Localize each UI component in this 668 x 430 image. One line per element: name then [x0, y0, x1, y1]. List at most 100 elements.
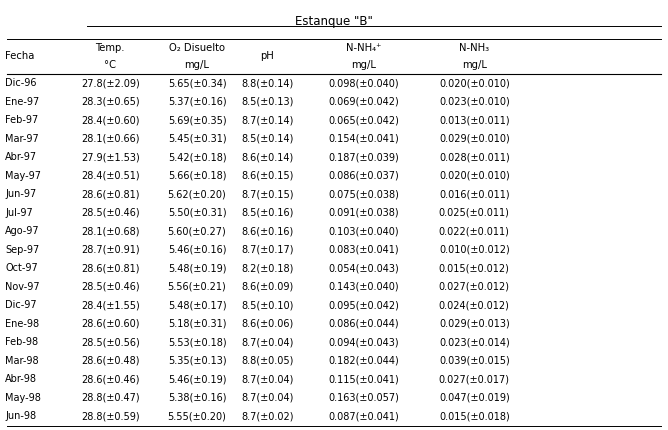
- Text: Abr-98: Abr-98: [5, 375, 37, 384]
- Text: 0.047(±0.019): 0.047(±0.019): [439, 393, 510, 403]
- Text: 0.027(±0.012): 0.027(±0.012): [439, 282, 510, 292]
- Text: 0.086(±0.037): 0.086(±0.037): [329, 171, 399, 181]
- Text: 8.5(±0.13): 8.5(±0.13): [241, 97, 293, 107]
- Text: 5.46(±0.16): 5.46(±0.16): [168, 245, 226, 255]
- Text: 0.015(±0.018): 0.015(±0.018): [439, 412, 510, 421]
- Text: 8.5(±0.10): 8.5(±0.10): [241, 301, 293, 310]
- Text: Nov-97: Nov-97: [5, 282, 40, 292]
- Text: 0.029(±0.010): 0.029(±0.010): [439, 134, 510, 144]
- Text: 28.8(±0.59): 28.8(±0.59): [81, 412, 140, 421]
- Text: 5.18(±0.31): 5.18(±0.31): [168, 319, 226, 329]
- Text: 0.023(±0.014): 0.023(±0.014): [439, 338, 510, 347]
- Text: 8.8(±0.14): 8.8(±0.14): [241, 78, 293, 88]
- Text: 5.55(±0.20): 5.55(±0.20): [168, 412, 226, 421]
- Text: Dic-96: Dic-96: [5, 78, 37, 88]
- Text: 8.7(±0.04): 8.7(±0.04): [241, 393, 293, 403]
- Text: 0.069(±0.042): 0.069(±0.042): [329, 97, 399, 107]
- Text: 5.48(±0.17): 5.48(±0.17): [168, 301, 226, 310]
- Text: Abr-97: Abr-97: [5, 152, 37, 162]
- Text: 8.8(±0.05): 8.8(±0.05): [241, 356, 293, 366]
- Text: 8.6(±0.16): 8.6(±0.16): [241, 226, 293, 237]
- Text: 8.6(±0.06): 8.6(±0.06): [241, 319, 293, 329]
- Text: 0.098(±0.040): 0.098(±0.040): [329, 78, 399, 88]
- Text: 0.025(±0.011): 0.025(±0.011): [439, 208, 510, 218]
- Text: 8.7(±0.15): 8.7(±0.15): [241, 189, 293, 199]
- Text: 8.7(±0.14): 8.7(±0.14): [241, 115, 293, 125]
- Text: 5.66(±0.18): 5.66(±0.18): [168, 171, 226, 181]
- Text: 28.4(±0.51): 28.4(±0.51): [81, 171, 140, 181]
- Text: 0.075(±0.038): 0.075(±0.038): [329, 189, 399, 199]
- Text: 0.154(±0.041): 0.154(±0.041): [329, 134, 399, 144]
- Text: Ene-97: Ene-97: [5, 97, 39, 107]
- Text: Dic-97: Dic-97: [5, 301, 37, 310]
- Text: pH: pH: [261, 51, 274, 61]
- Text: 0.016(±0.011): 0.016(±0.011): [439, 189, 510, 199]
- Text: 0.022(±0.011): 0.022(±0.011): [439, 226, 510, 237]
- Text: mg/L: mg/L: [351, 60, 377, 70]
- Text: 8.6(±0.15): 8.6(±0.15): [241, 171, 293, 181]
- Text: 5.42(±0.18): 5.42(±0.18): [168, 152, 226, 162]
- Text: 28.4(±1.55): 28.4(±1.55): [81, 301, 140, 310]
- Text: mg/L: mg/L: [462, 60, 487, 70]
- Text: 5.48(±0.19): 5.48(±0.19): [168, 263, 226, 273]
- Text: 0.029(±0.013): 0.029(±0.013): [439, 319, 510, 329]
- Text: °C: °C: [104, 60, 116, 70]
- Text: 0.020(±0.010): 0.020(±0.010): [439, 78, 510, 88]
- Text: 0.182(±0.044): 0.182(±0.044): [329, 356, 399, 366]
- Text: 28.6(±0.48): 28.6(±0.48): [81, 356, 140, 366]
- Text: mg/L: mg/L: [184, 60, 210, 70]
- Text: 0.103(±0.040): 0.103(±0.040): [329, 226, 399, 237]
- Text: 0.163(±0.057): 0.163(±0.057): [329, 393, 399, 403]
- Text: 5.37(±0.16): 5.37(±0.16): [168, 97, 226, 107]
- Text: Mar-97: Mar-97: [5, 134, 39, 144]
- Text: 5.46(±0.19): 5.46(±0.19): [168, 375, 226, 384]
- Text: Mar-98: Mar-98: [5, 356, 39, 366]
- Text: N-NH₃: N-NH₃: [459, 43, 490, 53]
- Text: 28.1(±0.68): 28.1(±0.68): [81, 226, 140, 237]
- Text: 28.5(±0.56): 28.5(±0.56): [81, 338, 140, 347]
- Text: N-NH₄⁺: N-NH₄⁺: [347, 43, 381, 53]
- Text: Ene-98: Ene-98: [5, 319, 39, 329]
- Text: 0.143(±0.040): 0.143(±0.040): [329, 282, 399, 292]
- Text: Ago-97: Ago-97: [5, 226, 40, 237]
- Text: 5.45(±0.31): 5.45(±0.31): [168, 134, 226, 144]
- Text: 0.095(±0.042): 0.095(±0.042): [329, 301, 399, 310]
- Text: 27.9(±1.53): 27.9(±1.53): [81, 152, 140, 162]
- Text: 0.094(±0.043): 0.094(±0.043): [329, 338, 399, 347]
- Text: 5.69(±0.35): 5.69(±0.35): [168, 115, 226, 125]
- Text: 8.7(±0.02): 8.7(±0.02): [241, 412, 293, 421]
- Text: 5.56(±0.21): 5.56(±0.21): [168, 282, 226, 292]
- Text: 0.023(±0.010): 0.023(±0.010): [439, 97, 510, 107]
- Text: O₂ Disuelto: O₂ Disuelto: [169, 43, 225, 53]
- Text: 8.5(±0.16): 8.5(±0.16): [241, 208, 293, 218]
- Text: 0.015(±0.012): 0.015(±0.012): [439, 263, 510, 273]
- Text: 28.6(±0.81): 28.6(±0.81): [81, 189, 140, 199]
- Text: Jul-97: Jul-97: [5, 208, 33, 218]
- Text: 28.8(±0.47): 28.8(±0.47): [81, 393, 140, 403]
- Text: 0.013(±0.011): 0.013(±0.011): [439, 115, 510, 125]
- Text: 28.7(±0.91): 28.7(±0.91): [81, 245, 140, 255]
- Text: 5.38(±0.16): 5.38(±0.16): [168, 393, 226, 403]
- Text: 8.6(±0.14): 8.6(±0.14): [241, 152, 293, 162]
- Text: 28.5(±0.46): 28.5(±0.46): [81, 208, 140, 218]
- Text: 8.5(±0.14): 8.5(±0.14): [241, 134, 293, 144]
- Text: 28.1(±0.66): 28.1(±0.66): [81, 134, 140, 144]
- Text: 0.027(±0.017): 0.027(±0.017): [439, 375, 510, 384]
- Text: 28.5(±0.46): 28.5(±0.46): [81, 282, 140, 292]
- Text: May-98: May-98: [5, 393, 41, 403]
- Text: 0.086(±0.044): 0.086(±0.044): [329, 319, 399, 329]
- Text: 28.6(±0.60): 28.6(±0.60): [81, 319, 140, 329]
- Text: 0.020(±0.010): 0.020(±0.010): [439, 171, 510, 181]
- Text: 28.4(±0.60): 28.4(±0.60): [81, 115, 140, 125]
- Text: May-97: May-97: [5, 171, 41, 181]
- Text: Feb-98: Feb-98: [5, 338, 39, 347]
- Text: 0.065(±0.042): 0.065(±0.042): [329, 115, 399, 125]
- Text: 8.7(±0.04): 8.7(±0.04): [241, 375, 293, 384]
- Text: 27.8(±2.09): 27.8(±2.09): [81, 78, 140, 88]
- Text: 5.50(±0.31): 5.50(±0.31): [168, 208, 226, 218]
- Text: 0.054(±0.043): 0.054(±0.043): [329, 263, 399, 273]
- Text: Sep-97: Sep-97: [5, 245, 39, 255]
- Text: 0.083(±0.041): 0.083(±0.041): [329, 245, 399, 255]
- Text: 0.028(±0.011): 0.028(±0.011): [439, 152, 510, 162]
- Text: 5.62(±0.20): 5.62(±0.20): [168, 189, 226, 199]
